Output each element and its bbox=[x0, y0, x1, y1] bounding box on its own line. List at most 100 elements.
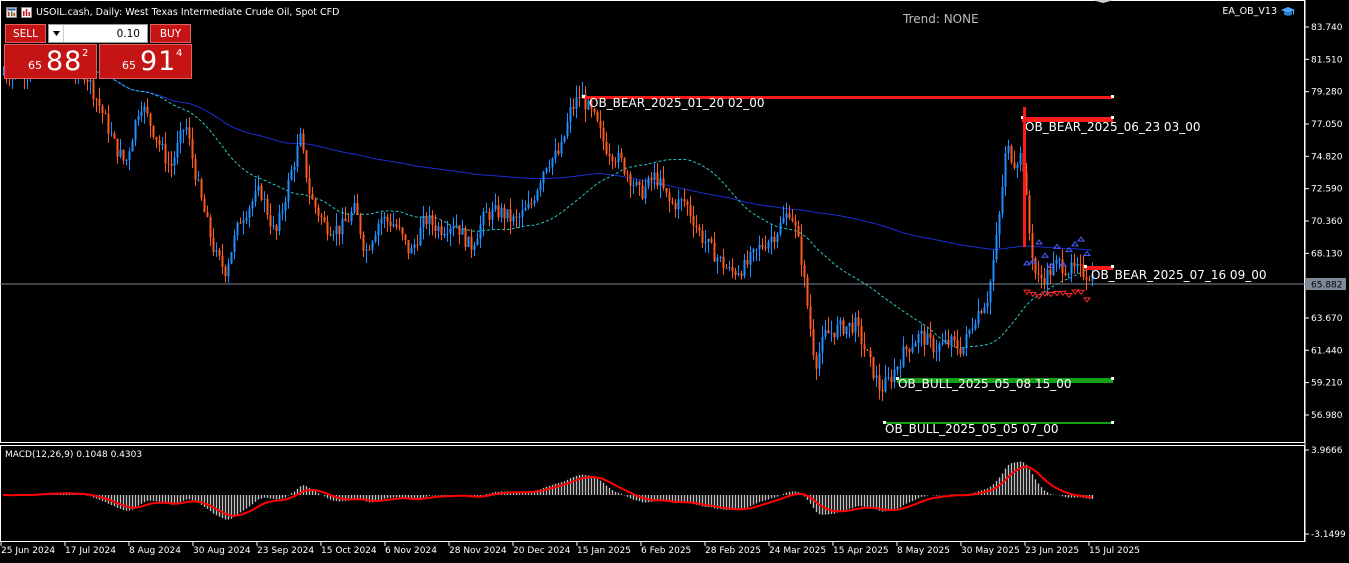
graduation-cap-icon[interactable] bbox=[1281, 6, 1295, 17]
order-block-label: OB_BEAR_2025_01_20 02_00 bbox=[589, 96, 764, 110]
time-tick-label: 30 May 2025 bbox=[961, 546, 1020, 556]
time-tick-label: 8 May 2025 bbox=[897, 546, 950, 556]
candle-body bbox=[110, 133, 113, 135]
candle-body bbox=[470, 236, 473, 251]
candle-body bbox=[410, 247, 413, 254]
candle-body bbox=[680, 199, 683, 201]
candle-body bbox=[767, 241, 770, 249]
candle-body bbox=[488, 211, 491, 220]
fast-moving-average-line bbox=[2, 67, 1093, 349]
candle-body bbox=[368, 249, 371, 251]
candle-body bbox=[188, 127, 191, 139]
current-price-badge bbox=[1306, 278, 1346, 290]
candle-body bbox=[221, 255, 224, 267]
candle-body bbox=[419, 227, 422, 246]
candle-body bbox=[503, 207, 506, 219]
buy-arrow-marker bbox=[1035, 239, 1043, 245]
price-tick-label: 77.050 bbox=[1311, 120, 1343, 130]
candle-body bbox=[254, 191, 257, 202]
order-block-handle bbox=[1084, 265, 1087, 268]
candle-body bbox=[914, 343, 917, 347]
candle-body bbox=[329, 234, 332, 236]
candle-body bbox=[464, 228, 467, 247]
candle-body bbox=[515, 216, 518, 218]
candle-body bbox=[662, 178, 665, 189]
candle-body bbox=[422, 216, 425, 228]
price-tick-label: 61.440 bbox=[1311, 346, 1343, 356]
order-block-zone bbox=[1085, 266, 1113, 270]
candle-body bbox=[485, 211, 488, 213]
candle-body bbox=[1004, 153, 1007, 187]
candle-body bbox=[566, 121, 569, 137]
candle-body bbox=[206, 212, 209, 217]
candle-body bbox=[401, 228, 404, 235]
one-click-trading-icon[interactable] bbox=[21, 6, 32, 18]
sell-quote-button[interactable]: 65 88 2 bbox=[4, 44, 97, 79]
time-axis: 25 Jun 2024 17 Jul 2024 8 Aug 2024 30 Aug 2… bbox=[0, 542, 1140, 556]
candle-body bbox=[374, 235, 377, 242]
candle-body bbox=[635, 181, 638, 185]
candle-body bbox=[896, 367, 899, 370]
candle-body bbox=[686, 201, 689, 205]
candle-body bbox=[455, 225, 458, 227]
candle-body bbox=[269, 215, 272, 227]
candle-body bbox=[530, 203, 533, 205]
candle-body bbox=[173, 157, 176, 166]
candle-body bbox=[917, 334, 920, 344]
lot-dropdown-button[interactable] bbox=[49, 25, 64, 42]
current-price-label: 65.882 bbox=[1311, 281, 1343, 291]
candle-body bbox=[416, 244, 419, 246]
candle-body bbox=[704, 242, 707, 244]
candle-body bbox=[740, 273, 743, 276]
order-block-label: OB_BULL_2025_05_08 15_00 bbox=[898, 377, 1072, 391]
lot-size-input[interactable] bbox=[64, 27, 140, 40]
candle-body bbox=[539, 183, 542, 191]
buy-button[interactable]: BUY bbox=[150, 24, 191, 43]
candle-body bbox=[230, 252, 233, 264]
buy-arrow-marker bbox=[1047, 262, 1055, 268]
buy-quote-button[interactable]: 65 91 4 bbox=[99, 44, 192, 79]
candle-body bbox=[734, 271, 737, 275]
candle-body bbox=[725, 267, 728, 269]
candle-body bbox=[809, 306, 812, 329]
candle-body bbox=[890, 376, 893, 383]
buy-arrow-marker bbox=[1071, 240, 1079, 247]
candle-body bbox=[575, 97, 578, 109]
order-block-handle bbox=[1111, 95, 1114, 98]
ask-prefix: 65 bbox=[122, 59, 136, 72]
chevron-down-icon bbox=[52, 31, 60, 36]
time-tick-label: 20 Dec 2024 bbox=[513, 546, 571, 556]
time-tick-label: 15 Jan 2025 bbox=[577, 546, 631, 556]
candle-body bbox=[905, 346, 908, 350]
lot-size-field[interactable] bbox=[48, 24, 148, 43]
candle-body bbox=[596, 111, 599, 121]
candle-body bbox=[446, 233, 449, 235]
candle-body bbox=[932, 337, 935, 352]
candle-body bbox=[815, 355, 818, 369]
candle-body bbox=[1034, 257, 1037, 274]
candle-body bbox=[497, 205, 500, 218]
candle-body bbox=[482, 211, 485, 225]
candle-body bbox=[155, 137, 158, 141]
chart-window-icon[interactable] bbox=[6, 6, 17, 18]
candle-body bbox=[1001, 186, 1004, 214]
chart-shift-marker[interactable] bbox=[1092, 0, 1114, 3]
candle-body bbox=[245, 217, 248, 221]
candle-body bbox=[1070, 262, 1073, 275]
candle-body bbox=[572, 107, 575, 109]
candle-body bbox=[707, 238, 710, 243]
candle-body bbox=[605, 141, 608, 154]
candle-body bbox=[164, 143, 167, 164]
candle-body bbox=[812, 328, 815, 356]
candle-body bbox=[209, 216, 212, 238]
candle-body bbox=[236, 222, 239, 236]
buy-arrow-marker bbox=[1023, 260, 1031, 266]
candle-body bbox=[866, 349, 869, 351]
candle-body bbox=[650, 177, 653, 181]
candle-body bbox=[425, 216, 428, 224]
candle-body bbox=[1064, 273, 1067, 275]
candle-body bbox=[746, 259, 749, 265]
sell-button[interactable]: SELL bbox=[5, 24, 46, 43]
